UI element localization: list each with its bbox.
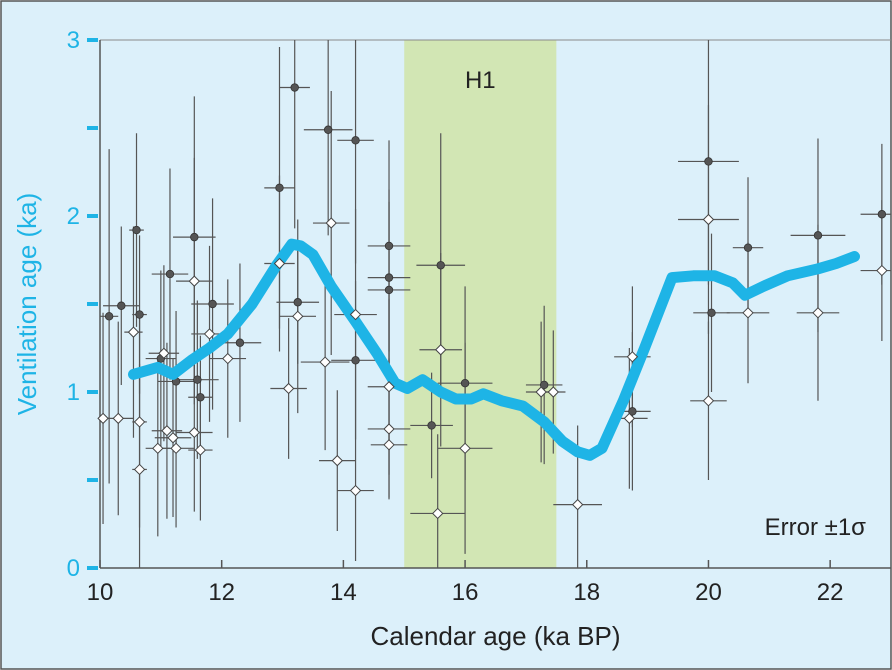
filled-point xyxy=(351,356,360,365)
filled-point xyxy=(351,136,360,145)
filled-point xyxy=(290,83,299,92)
filled-point xyxy=(707,308,716,317)
filled-point xyxy=(539,380,549,390)
ventilation-curve xyxy=(128,238,860,461)
y-tick-label: 3 xyxy=(67,27,80,54)
filled-point xyxy=(275,183,284,193)
open-point xyxy=(547,386,560,398)
open-point xyxy=(812,307,824,319)
x-tick-label: 18 xyxy=(573,579,600,606)
filled-point xyxy=(743,243,753,252)
x-axis-ticks: 10 12 14 16 18 20 22 xyxy=(87,560,844,606)
open-point xyxy=(97,412,109,425)
open-point xyxy=(292,310,304,323)
open-point xyxy=(571,498,584,511)
h1-band xyxy=(404,40,557,568)
open-point xyxy=(273,257,286,270)
open-point xyxy=(742,307,754,319)
filled-point xyxy=(135,310,144,319)
filled-point xyxy=(208,299,217,309)
open-point xyxy=(702,395,715,407)
open-point xyxy=(383,423,395,435)
x-tick-label: 22 xyxy=(817,579,844,606)
open-point xyxy=(331,454,344,467)
x-axis-label: Calendar age (ka BP) xyxy=(370,621,620,651)
open-point xyxy=(112,412,124,425)
filled-point xyxy=(193,375,202,384)
open-point xyxy=(170,442,182,455)
filled-point xyxy=(384,241,394,251)
open-point xyxy=(349,308,362,321)
y-tick-label: 1 xyxy=(67,379,80,406)
x-tick-label: 10 xyxy=(87,579,114,606)
open-point xyxy=(431,507,444,520)
open-point xyxy=(222,352,234,365)
y-tick-label: 0 xyxy=(67,555,80,582)
open-point xyxy=(626,351,639,363)
open-point xyxy=(161,425,173,437)
open-point xyxy=(282,382,295,395)
open-point xyxy=(876,264,888,277)
y-axis-ticks: 0 1 2 3 xyxy=(67,27,98,582)
open-point xyxy=(133,463,146,476)
x-tick-label: 14 xyxy=(330,579,357,606)
open-point xyxy=(194,444,207,456)
y-axis-label: Ventilation age (ka) xyxy=(12,193,42,416)
open-point xyxy=(158,347,170,359)
filled-point xyxy=(628,407,637,416)
open-point xyxy=(167,432,179,444)
x-tick-label: 16 xyxy=(452,579,479,606)
plot-frame xyxy=(99,39,891,569)
open-point xyxy=(459,442,471,455)
filled-point xyxy=(190,232,199,242)
filled-point xyxy=(460,379,470,388)
filled-point xyxy=(813,231,823,240)
filled-point xyxy=(235,338,245,347)
filled-point xyxy=(104,312,114,321)
filled-point xyxy=(436,261,445,270)
open-point xyxy=(188,426,201,439)
open-point xyxy=(383,439,395,451)
filled-point-series xyxy=(104,83,887,430)
filled-point xyxy=(704,157,713,166)
open-point xyxy=(127,326,140,338)
filled-point xyxy=(877,210,887,219)
error-label: Error ±1σ xyxy=(765,514,867,541)
open-point xyxy=(152,442,164,455)
filled-point xyxy=(323,125,333,134)
open-point xyxy=(535,386,547,398)
open-point xyxy=(349,484,362,497)
open-point xyxy=(133,416,146,428)
filled-point xyxy=(196,393,205,402)
open-point xyxy=(702,213,715,226)
open-point-series xyxy=(97,213,888,520)
filled-point xyxy=(384,285,394,295)
filled-point xyxy=(132,225,141,235)
filled-point xyxy=(427,421,436,430)
open-point xyxy=(188,275,201,287)
open-point xyxy=(319,356,331,368)
x-tick-label: 20 xyxy=(695,579,722,606)
filled-point xyxy=(384,273,394,282)
open-point xyxy=(623,412,636,425)
open-point xyxy=(203,328,216,340)
open-point xyxy=(383,381,395,393)
band-label: H1 xyxy=(465,67,496,94)
x-tick-label: 12 xyxy=(208,579,235,606)
open-point xyxy=(435,344,447,356)
filled-point xyxy=(117,301,126,310)
filled-point xyxy=(165,269,175,279)
filled-point xyxy=(293,298,302,307)
open-point xyxy=(325,217,337,229)
y-tick-label: 2 xyxy=(67,203,80,230)
